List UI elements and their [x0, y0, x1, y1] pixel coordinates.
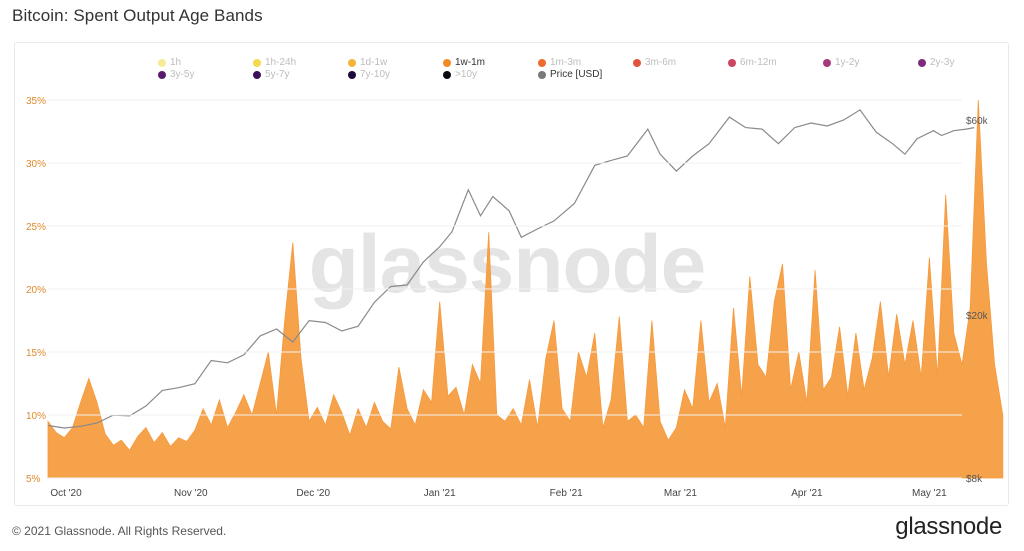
legend-dot-icon	[253, 58, 261, 67]
y-axis-left: 5% 10% 15% 20% 25% 30% 35%	[26, 96, 962, 485]
legend-label: Price [USD]	[550, 69, 603, 80]
legend-label: 1h	[170, 57, 182, 68]
y-left-tick-label: 10%	[26, 411, 46, 422]
legend-label: 1w-1m	[455, 57, 486, 68]
legend-label: 1y-2y	[835, 57, 860, 68]
series-line-price	[47, 109, 975, 429]
chart-frame	[14, 42, 1009, 506]
legend-item--10y[interactable]: >10y	[443, 69, 477, 80]
y-left-tick-label: 20%	[26, 285, 46, 296]
y-right-tick-label: $8k	[966, 474, 983, 485]
legend-dot-icon	[728, 58, 736, 67]
legend-dot-icon	[253, 70, 261, 79]
legend-dot-icon	[633, 58, 641, 67]
legend-label: 7y-10y	[360, 69, 391, 80]
x-tick-label: Jan '21	[424, 488, 456, 499]
legend-dot-icon	[348, 70, 356, 79]
y-left-tick-label: 25%	[26, 222, 46, 233]
legend-item-1y-2y[interactable]: 1y-2y	[823, 57, 859, 68]
legend-label: 6m-12m	[740, 57, 777, 68]
legend-dot-icon	[348, 58, 356, 67]
x-tick-label: Apr '21	[791, 488, 823, 499]
y-left-tick-label: 35%	[26, 96, 46, 107]
y-left-tick-label: 5%	[26, 474, 41, 485]
area-layer	[47, 99, 1004, 479]
legend-item-1w-1m[interactable]: 1w-1m	[443, 57, 485, 68]
chart-title: Bitcoin: Spent Output Age Bands	[12, 6, 263, 25]
legend-label: 2y-3y	[930, 57, 955, 68]
legend-dot-icon	[158, 70, 166, 79]
y-right-tick-label: $20k	[966, 311, 989, 322]
x-axis: Oct '20 Nov '20 Dec '20 Jan '21 Feb '21 Mar '…	[50, 488, 947, 499]
legend-item-5y-7y[interactable]: 5y-7y	[253, 69, 289, 80]
y-right-tick-label: $60k	[966, 116, 989, 127]
glassnode-watermark: glassnode	[309, 219, 706, 310]
legend-item-price-usd-[interactable]: Price [USD]	[538, 69, 602, 80]
legend-label: 1h-24h	[265, 57, 297, 68]
legend-label: 3m-6m	[645, 57, 677, 68]
price-layer	[47, 109, 975, 429]
legend-item-2y-3y[interactable]: 2y-3y	[918, 57, 954, 68]
legend-item-3y-5y[interactable]: 3y-5y	[158, 69, 194, 80]
legend-item-1d-1w[interactable]: 1d-1w	[348, 57, 387, 68]
legend-label: 1m-3m	[550, 57, 582, 68]
legend-item-1m-3m[interactable]: 1m-3m	[538, 57, 581, 68]
x-tick-label: Feb '21	[550, 488, 583, 499]
series-area-1w-1m	[47, 99, 1004, 479]
y-axis-right: $8k $20k $60k	[966, 116, 989, 485]
legend-item-6m-12m[interactable]: 6m-12m	[728, 57, 777, 68]
x-tick-label: Nov '20	[174, 488, 208, 499]
legend-item-7y-10y[interactable]: 7y-10y	[348, 69, 390, 80]
x-tick-label: Mar '21	[664, 488, 697, 499]
legend-dot-icon	[443, 58, 451, 67]
x-tick-label: May '21	[912, 488, 947, 499]
legend-label: >10y	[455, 69, 477, 80]
legend-dot-icon	[538, 70, 546, 79]
y-left-tick-label: 15%	[26, 348, 46, 359]
copyright-footer: © 2021 Glassnode. All Rights Reserved.	[12, 524, 227, 538]
legend-dot-icon	[158, 58, 166, 67]
legend-item-1h-24h[interactable]: 1h-24h	[253, 57, 296, 68]
y-left-tick-label: 30%	[26, 159, 46, 170]
legend-item-3m-6m[interactable]: 3m-6m	[633, 57, 676, 68]
x-tick-label: Oct '20	[50, 488, 82, 499]
glassnode-logo[interactable]: glassnode	[895, 513, 1002, 540]
legend-label: 3y-5y	[170, 69, 195, 80]
legend-item-1h[interactable]: 1h	[158, 57, 181, 68]
legend-label: 1d-1w	[360, 57, 388, 68]
legend-dot-icon	[443, 70, 451, 79]
legend-dot-icon	[538, 58, 546, 67]
legend-dot-icon	[918, 58, 926, 67]
legend-label: 5y-7y	[265, 69, 290, 80]
x-tick-label: Dec '20	[296, 488, 330, 499]
legend-dot-icon	[823, 58, 831, 67]
